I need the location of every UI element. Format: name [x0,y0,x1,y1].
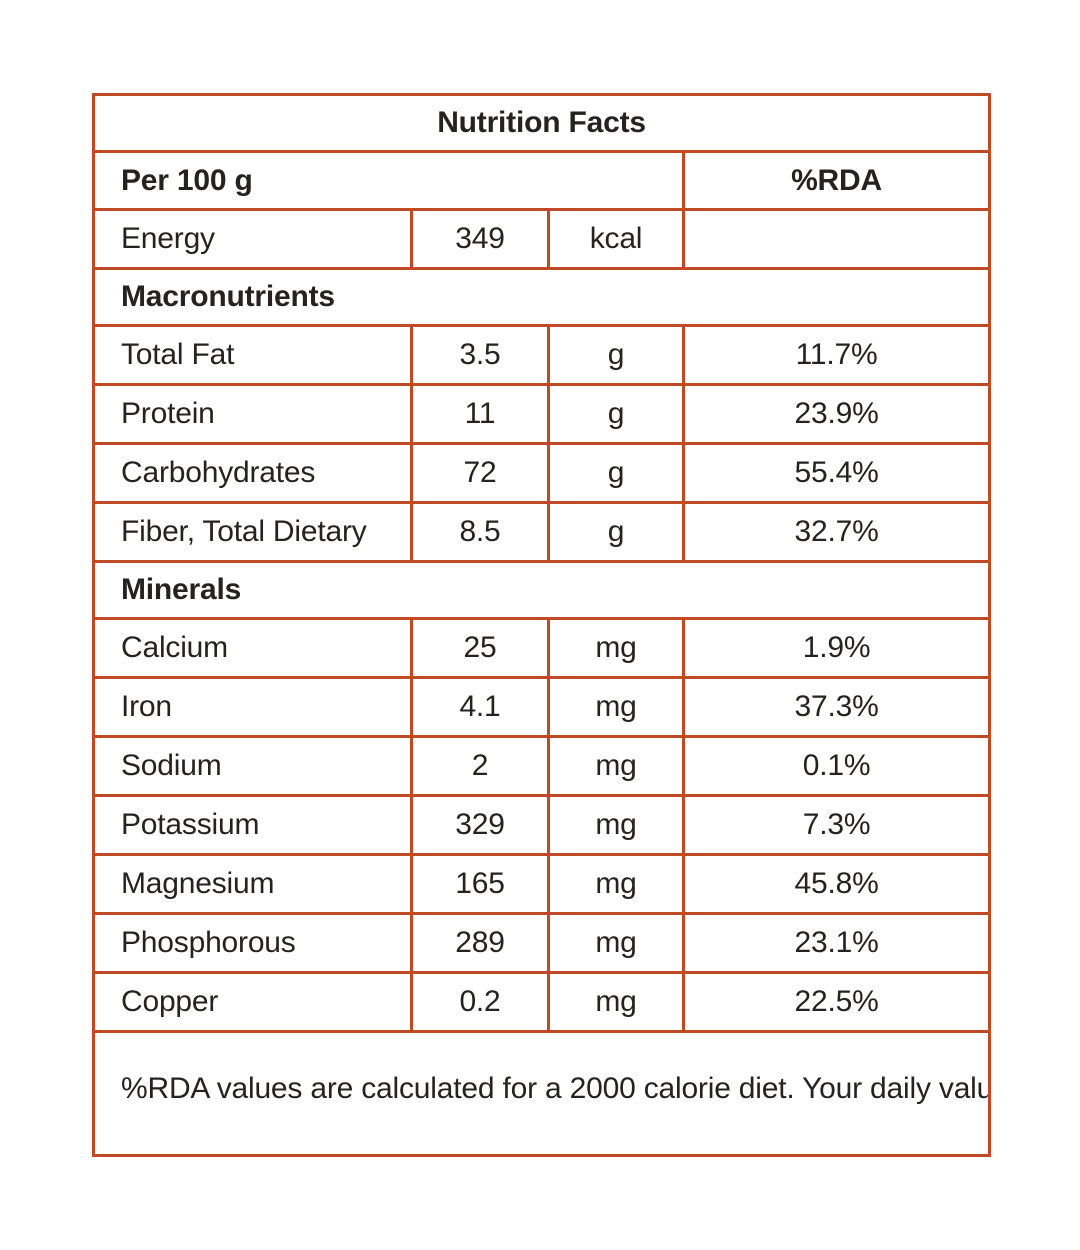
nutrient-label: Calcium [92,617,413,679]
nutrient-unit: mg [547,735,685,797]
nutrient-rda: 45.8% [681,853,992,915]
nutrient-row: Protein 11 g 23.9% [92,383,992,445]
nutrient-label: Phosphorous [92,912,413,974]
nutrient-label: Iron [92,676,413,738]
nutrient-rda [681,208,992,270]
nutrient-row: Calcium 25 mg 1.9% [92,617,992,679]
nutrient-label: Total Fat [92,324,413,386]
nutrient-row: Fiber, Total Dietary 8.5 g 32.7% [92,501,992,563]
nutrient-row: Sodium 2 mg 0.1% [92,735,992,797]
nutrient-rda: 55.4% [681,442,992,504]
nutrient-rda: 7.3% [681,794,992,856]
serving-size-header: Per 100 g [92,150,685,211]
nutrient-label: Magnesium [92,853,413,915]
rda-column-header: %RDA [681,150,992,211]
nutrition-facts-table: Nutrition Facts Per 100 g %RDA Energy 34… [91,93,992,1157]
rda-footnote: %RDA values are calculated for a 2000 ca… [91,1030,992,1157]
nutrient-value: 8.5 [410,501,550,563]
nutrient-label: Copper [92,971,413,1033]
nutrient-rda: 0.1% [681,735,992,797]
nutrient-unit: mg [547,617,685,679]
nutrient-value: 165 [410,853,550,915]
nutrient-unit: mg [547,912,685,974]
nutrient-rda: 22.5% [681,971,992,1033]
nutrient-unit: mg [547,971,685,1033]
nutrient-rda: 23.9% [681,383,992,445]
nutrient-row: Phosphorous 289 mg 23.1% [92,912,992,974]
nutrient-value: 329 [410,794,550,856]
nutrient-row: Magnesium 165 mg 45.8% [92,853,992,915]
table-title: Nutrition Facts [91,93,992,153]
nutrient-row: Copper 0.2 mg 22.5% [92,971,992,1033]
nutrient-label: Potassium [92,794,413,856]
nutrient-value: 349 [410,208,550,270]
nutrient-value: 25 [410,617,550,679]
nutrient-rda: 37.3% [681,676,992,738]
nutrient-row: Potassium 329 mg 7.3% [92,794,992,856]
nutrient-label: Carbohydrates [92,442,413,504]
nutrient-rda: 23.1% [681,912,992,974]
nutrient-unit: g [547,324,685,386]
nutrient-value: 0.2 [410,971,550,1033]
nutrient-value: 2 [410,735,550,797]
nutrient-label: Protein [92,383,413,445]
nutrient-label: Fiber, Total Dietary [92,501,413,563]
nutrient-row: Iron 4.1 mg 37.3% [92,676,992,738]
nutrient-value: 11 [410,383,550,445]
nutrient-value: 72 [410,442,550,504]
nutrient-row: Carbohydrates 72 g 55.4% [92,442,992,504]
header-row: Per 100 g %RDA [92,150,992,211]
nutrient-unit: mg [547,853,685,915]
footnote-row: %RDA values are calculated for a 2000 ca… [91,1030,992,1157]
nutrient-label: Energy [92,208,413,270]
section-header-macronutrients: Macronutrients [91,267,992,327]
nutrient-unit: g [547,383,685,445]
section-header-minerals: Minerals [91,560,992,620]
nutrient-value: 289 [410,912,550,974]
section-header-row: Macronutrients [91,267,992,327]
energy-row: Energy 349 kcal [92,208,992,270]
section-header-row: Minerals [91,560,992,620]
nutrient-unit: kcal [547,208,685,270]
nutrient-row: Total Fat 3.5 g 11.7% [92,324,992,386]
nutrient-rda: 1.9% [681,617,992,679]
nutrient-label: Sodium [92,735,413,797]
nutrient-unit: mg [547,794,685,856]
nutrient-value: 4.1 [410,676,550,738]
nutrient-rda: 32.7% [681,501,992,563]
title-row: Nutrition Facts [91,93,992,153]
nutrient-unit: g [547,501,685,563]
nutrient-unit: mg [547,676,685,738]
nutrient-rda: 11.7% [681,324,992,386]
nutrient-unit: g [547,442,685,504]
nutrient-value: 3.5 [410,324,550,386]
